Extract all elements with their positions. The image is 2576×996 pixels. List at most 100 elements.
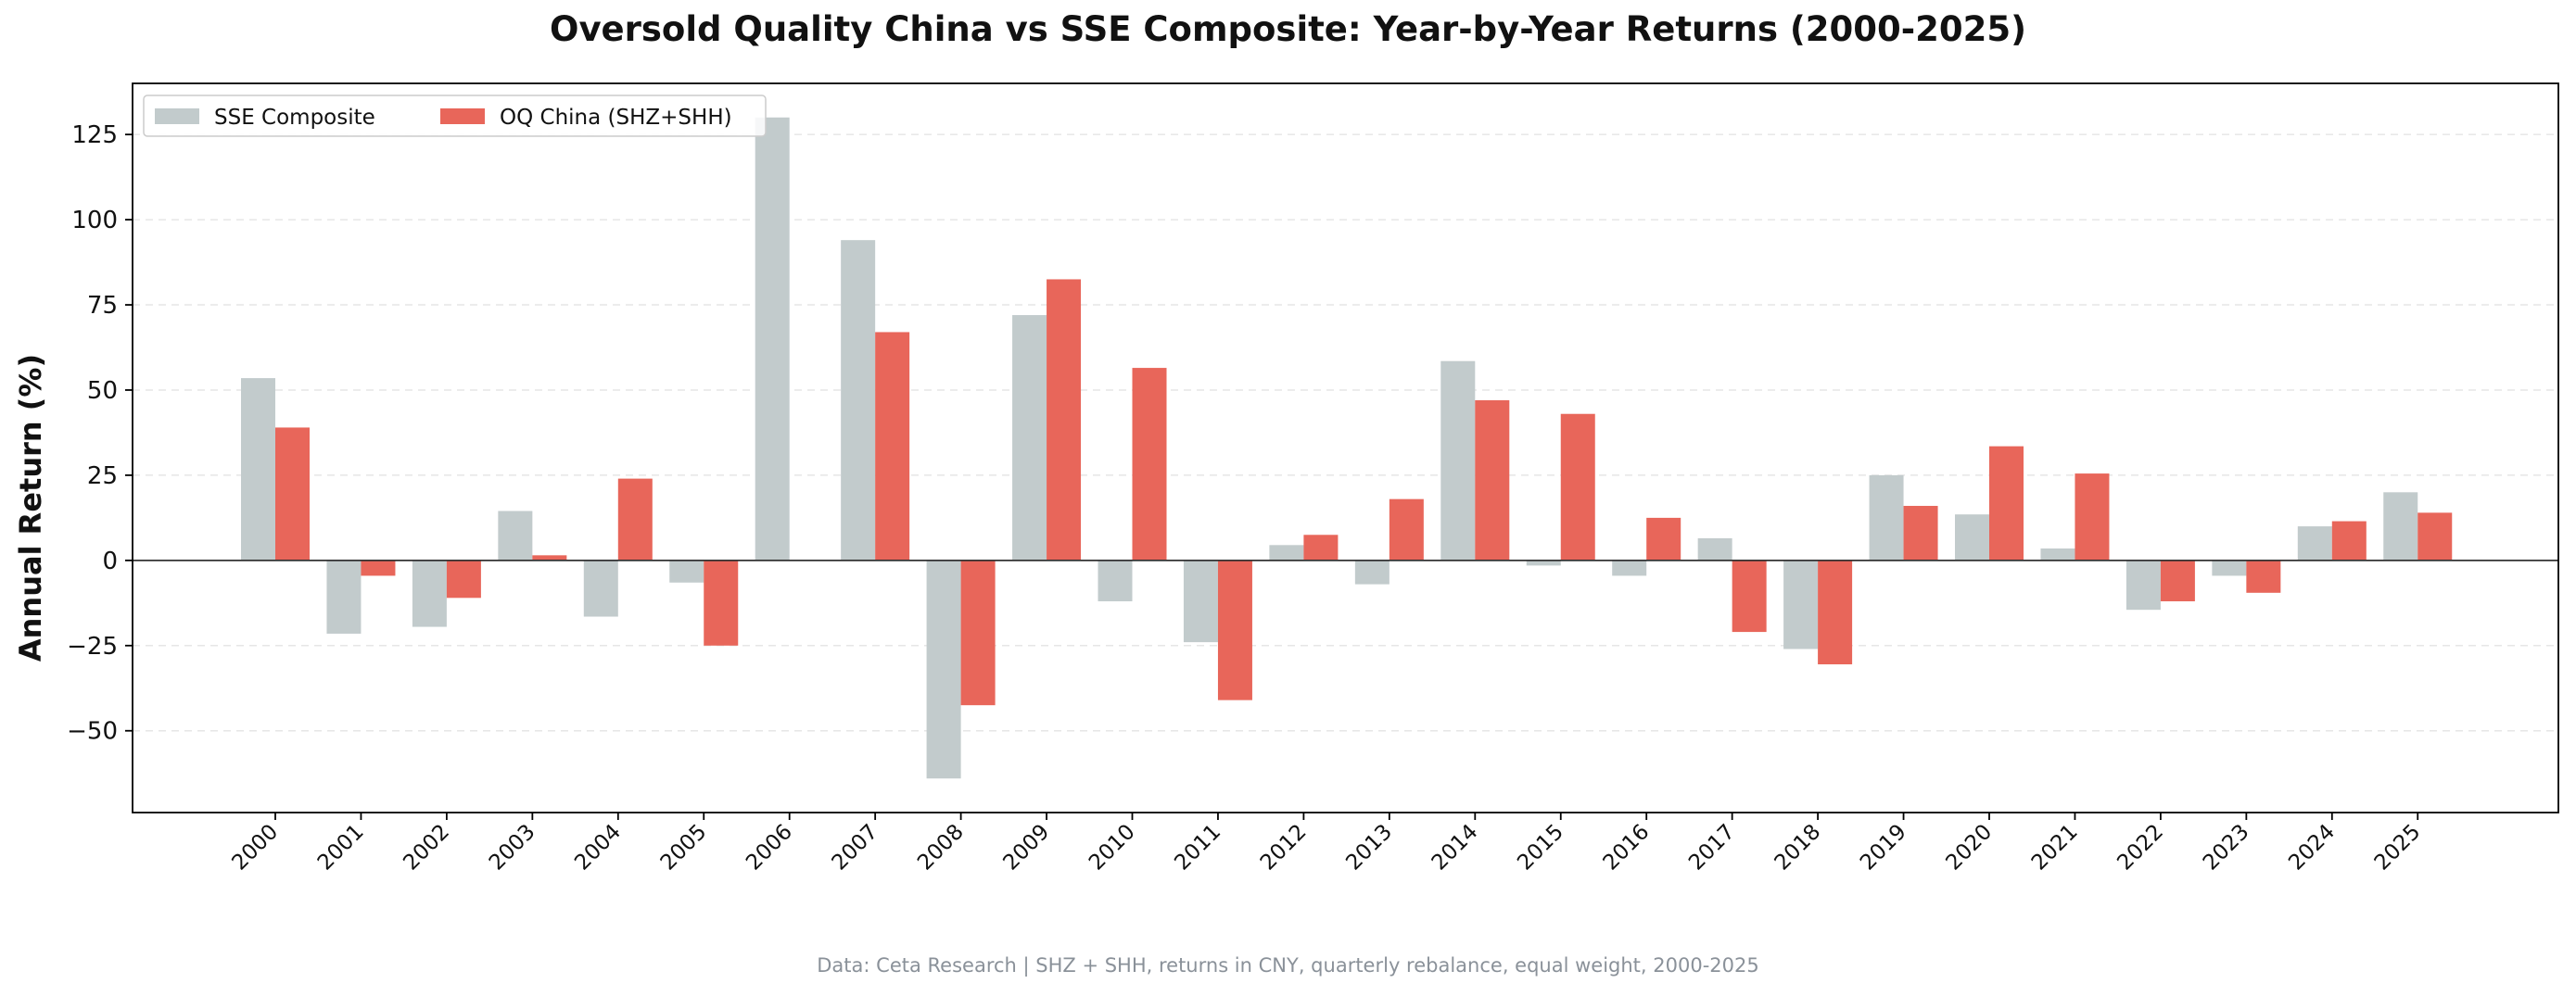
y-tick-label: 125 [71,121,118,149]
bar-oq-china-shz-shh--2024 [2331,521,2367,561]
x-tick-labels: 2000 2001 2002 2003 2004 2005 2006 2007 2008 2009… [227,813,2425,876]
x-tick-label: 2022 [2113,820,2168,876]
bar-sse-composite-2016 [1612,560,1647,576]
bar-sse-composite-2008 [926,560,961,779]
x-tick-label: 2018 [1770,820,1826,876]
x-tick-label: 2020 [1941,820,1997,876]
bar-oq-china-shz-shh--2019 [1903,506,1938,561]
legend-label: OQ China (SHZ+SHH) [500,106,732,130]
x-tick-label: 2017 [1684,820,1740,876]
bar-sse-composite-2010 [1098,560,1133,601]
bar-sse-composite-2021 [2040,548,2075,561]
bar-oq-china-shz-shh--2025 [2417,512,2453,561]
y-tick-label: −50 [67,718,118,746]
bar-sse-composite-2025 [2383,492,2418,561]
bar-oq-china-shz-shh--2002 [446,560,481,599]
bar-sse-composite-2005 [669,560,704,583]
x-tick-label: 2016 [1599,820,1655,876]
bar-sse-composite-2014 [1440,360,1476,561]
bar-sse-composite-2019 [1869,474,1904,561]
bar-oq-china-shz-shh--2003 [532,555,567,561]
bar-sse-composite-2018 [1783,560,1819,649]
x-tick-label: 2012 [1256,820,1312,876]
x-tick-label: 2023 [2199,820,2254,876]
x-tick-label: 2003 [485,820,540,876]
y-tick-label: 0 [102,548,118,575]
bar-sse-composite-2000 [241,378,275,561]
x-tick-label: 2006 [742,820,797,876]
bar-sse-composite-2020 [1955,514,1989,561]
y-tick-labels: −50 −25 0 25 50 75 100 125 [67,121,133,746]
x-tick-label: 2014 [1428,820,1483,876]
bar-oq-china-shz-shh--2020 [1989,446,2024,561]
y-tick-label: 50 [87,377,118,405]
bar-sse-composite-2015 [1526,560,1561,566]
plot-frame [132,82,2559,813]
bar-oq-china-shz-shh--2004 [617,478,653,561]
x-tick-label: 2004 [570,820,626,876]
bar-sse-composite-2011 [1183,560,1218,643]
x-tick-label: 2010 [1085,820,1140,876]
y-axis-label: Annual Return (%) [13,354,48,662]
bar-oq-china-shz-shh--2000 [275,427,310,561]
bar-sse-composite-2013 [1354,560,1390,585]
bar-oq-china-shz-shh--2008 [960,560,996,706]
bar-sse-composite-2003 [498,511,533,561]
bar-oq-china-shz-shh--2021 [2075,473,2110,561]
bar-oq-china-shz-shh--2014 [1475,400,1510,561]
axes [132,82,2559,813]
x-tick-label: 2000 [227,820,283,876]
bar-sse-composite-2023 [2212,560,2247,576]
bar-sse-composite-2007 [841,240,876,561]
bar-oq-china-shz-shh--2005 [704,560,739,646]
bar-oq-china-shz-shh--2011 [1217,560,1252,700]
footer-caption: Data: Ceta Research | SHZ + SHH, returns… [817,954,1759,977]
x-tick-label: 2009 [999,820,1055,876]
y-tick-label: 75 [87,292,118,320]
bars [241,117,2453,779]
bar-oq-china-shz-shh--2016 [1646,517,1681,561]
bar-sse-composite-2024 [2297,526,2332,561]
bar-sse-composite-2017 [1697,537,1732,561]
legend-label: SSE Composite [214,106,375,130]
legend: SSE Composite OQ China (SHZ+SHH) [143,95,767,137]
bar-oq-china-shz-shh--2001 [361,560,396,576]
bar-oq-china-shz-shh--2007 [875,332,910,561]
bar-sse-composite-2004 [583,560,618,617]
grid-lines [133,133,2558,732]
y-tick-label: 100 [71,207,118,234]
x-tick-label: 2019 [1856,820,1911,876]
x-tick-label: 2013 [1341,820,1397,876]
x-tick-label: 2011 [1170,820,1225,876]
bar-sse-composite-2006 [755,117,790,561]
bar-oq-china-shz-shh--2012 [1303,535,1339,561]
x-tick-label: 2007 [828,820,883,876]
y-tick-label: 25 [87,462,118,490]
bar-sse-composite-2002 [412,560,447,627]
x-tick-label: 2001 [313,820,369,876]
x-tick-label: 2008 [913,820,969,876]
x-tick-label: 2024 [2284,820,2340,876]
x-tick-label: 2021 [2027,820,2083,876]
legend-swatch [155,108,199,124]
bar-oq-china-shz-shh--2023 [2246,560,2281,593]
bar-oq-china-shz-shh--2022 [2160,560,2195,601]
chart-title: Oversold Quality China vs SSE Composite:… [549,9,2026,49]
bar-sse-composite-2012 [1269,545,1304,561]
bar-sse-composite-2022 [2126,560,2161,611]
bar-sse-composite-2001 [326,560,362,634]
x-tick-label: 2015 [1513,820,1568,876]
x-tick-label: 2002 [399,820,454,876]
y-tick-label: −25 [67,633,118,661]
bar-oq-china-shz-shh--2018 [1818,560,1853,665]
bar-oq-china-shz-shh--2009 [1047,279,1082,561]
bar-oq-china-shz-shh--2015 [1560,413,1595,561]
bar-oq-china-shz-shh--2017 [1732,560,1767,633]
legend-swatch [440,108,485,124]
x-tick-label: 2025 [2370,820,2426,876]
bar-sse-composite-2009 [1012,315,1047,561]
bar-oq-china-shz-shh--2010 [1132,368,1167,561]
bar-oq-china-shz-shh--2013 [1389,498,1424,561]
x-tick-label: 2005 [656,820,712,876]
